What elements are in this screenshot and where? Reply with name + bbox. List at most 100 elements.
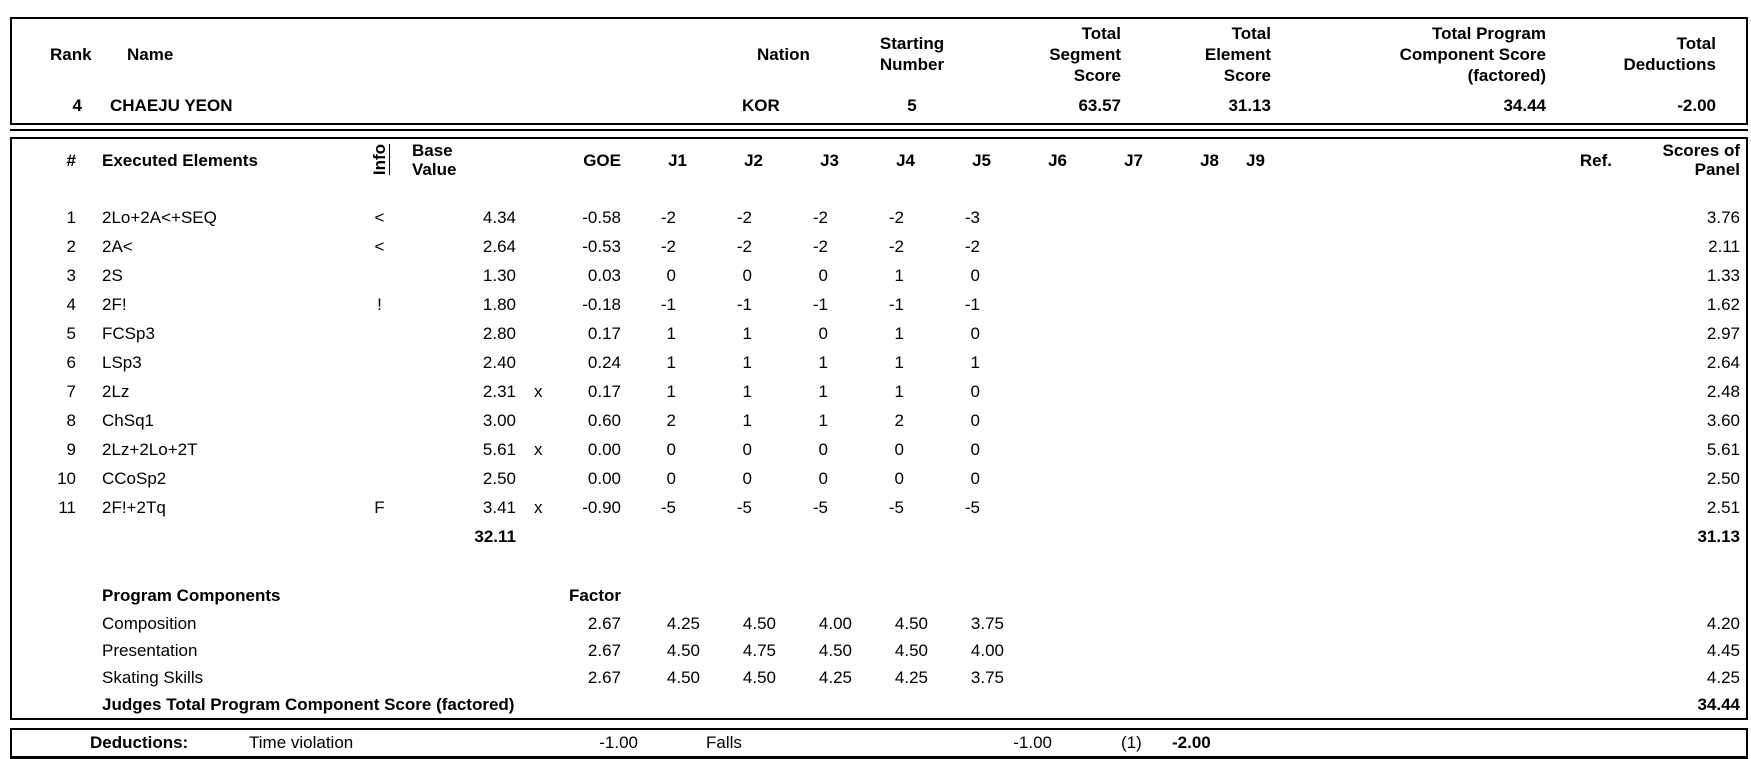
judge-score-j6 xyxy=(1004,348,1080,377)
col-header-info: Info xyxy=(362,139,397,181)
blank-cell xyxy=(362,610,397,637)
component-judge-score-j2: 4.50 xyxy=(742,667,776,687)
total-panel-score: 31.13 xyxy=(1697,526,1740,546)
element-goe: 0.17 xyxy=(587,323,621,343)
elements-rows: 1 2Lo+2A<+SEQ <4.34 -0.58 -2 -2 -2 -2 -3 3.76 2 2A<… xyxy=(12,203,1748,522)
component-judge-score-j6 xyxy=(1004,610,1080,637)
judge-score-j1: 0 xyxy=(666,265,676,285)
element-name: FCSp3 xyxy=(102,323,155,343)
judge-score-j9 xyxy=(1232,319,1308,348)
judge-score-j1: 0 xyxy=(666,439,676,459)
element-info-flag: F xyxy=(374,497,385,517)
col-header-goe: GOE xyxy=(583,150,621,170)
blank-cell xyxy=(397,610,522,637)
judge-score-j6 xyxy=(1004,319,1080,348)
component-judge-score-j2: 4.75 xyxy=(742,640,776,660)
judge-score-j7 xyxy=(1080,348,1156,377)
judge-score-j5: -3 xyxy=(964,207,980,227)
element-name: 2Lo+2A<+SEQ xyxy=(102,207,217,227)
judge-score-j1: 1 xyxy=(666,352,676,372)
col-header-j2: J2 xyxy=(744,150,763,170)
element-name: 2A< xyxy=(102,236,133,256)
judge-score-j4: 0 xyxy=(894,468,904,488)
judge-score-j4: 1 xyxy=(894,265,904,285)
element-info-flag xyxy=(362,406,397,435)
deduction-count: (1) xyxy=(1121,733,1142,752)
deduction-item-value: -1.00 xyxy=(599,733,638,752)
element-base-value: 4.34 xyxy=(482,207,516,227)
element-base-value: 2.31 xyxy=(482,381,516,401)
judge-score-j1: -1 xyxy=(660,294,676,314)
header-line: Segment xyxy=(1049,44,1121,64)
component-judge-score-j8 xyxy=(1156,664,1232,691)
judge-score-j1: 0 xyxy=(666,468,676,488)
component-judge-score-j4: 4.50 xyxy=(852,610,928,637)
skater-summary-box: Rank Name Nation Starting Number Total S… xyxy=(10,17,1748,125)
element-credit-marker xyxy=(522,406,557,435)
blank-cell xyxy=(12,581,82,610)
blank-cell xyxy=(397,664,522,691)
col-header-j6: J6 xyxy=(1048,150,1067,170)
element-number: 10 xyxy=(57,468,76,488)
header-line: Score xyxy=(1223,65,1271,85)
element-credit-marker xyxy=(522,348,557,377)
component-judge-score-j9 xyxy=(1232,637,1308,664)
component-panel-score: 4.20 xyxy=(1706,613,1740,633)
judge-score-j6 xyxy=(1004,203,1080,232)
judge-score-j5: -2 xyxy=(964,236,980,256)
judge-score-j1: -5 xyxy=(660,497,676,517)
judge-score-j9 xyxy=(1232,406,1308,435)
blank-cell xyxy=(397,637,522,664)
element-goe: -0.53 xyxy=(582,236,621,256)
elements-total-row: 32.11 31.13 xyxy=(12,522,1748,551)
judge-score-j2: -5 xyxy=(736,497,752,517)
element-panel-score: 2.51 xyxy=(1706,497,1740,517)
judge-score-j8 xyxy=(1156,319,1232,348)
judge-score-j6 xyxy=(1004,377,1080,406)
judge-score-j3: 1 xyxy=(818,352,828,372)
element-info-flag xyxy=(362,348,397,377)
spacer-row xyxy=(12,551,1748,581)
judge-score-j8 xyxy=(1156,377,1232,406)
component-judge-score-j2: 4.50 xyxy=(700,610,776,637)
judge-score-j3: -1 xyxy=(812,294,828,314)
element-base-value: 2.80 xyxy=(482,323,516,343)
col-header-name: Name xyxy=(127,44,174,64)
component-judge-score-j2: 4.75 xyxy=(700,637,776,664)
element-number: 4 xyxy=(66,294,76,314)
judge-score-j6 xyxy=(1004,232,1080,261)
element-panel-score: 2.11 xyxy=(1708,236,1740,256)
judge-score-j5: 0 xyxy=(970,265,980,285)
skater-result-row: 4 CHAEJU YEON KOR 5 63.57 31.13 34.44 -2… xyxy=(12,89,1746,123)
judge-score-j5: 0 xyxy=(970,439,980,459)
component-panel-score: 4.45 xyxy=(1706,640,1740,660)
element-number: 2 xyxy=(66,236,76,256)
component-judge-score-j8 xyxy=(1156,610,1232,637)
judge-score-j7 xyxy=(1080,319,1156,348)
header-line: Total xyxy=(1081,23,1121,43)
col-header-j3: J3 xyxy=(820,150,839,170)
deduction-item-name: Time violation xyxy=(249,733,354,752)
element-credit-marker xyxy=(522,232,557,261)
element-number: 6 xyxy=(66,352,76,372)
element-info-flag xyxy=(362,261,397,290)
total-program-component-score-value: 34.44 xyxy=(1503,96,1546,115)
header-line: Value xyxy=(412,160,457,179)
element-row: 7 2Lz 2.31 x 0.17 1 1 1 1 0 2.48 xyxy=(12,377,1748,406)
element-goe: 0.00 xyxy=(587,439,621,459)
component-judge-score-j5: 3.75 xyxy=(970,667,1004,687)
element-credit-marker: x xyxy=(534,497,543,517)
judge-score-j7 xyxy=(1080,290,1156,319)
judge-score-j8 xyxy=(1156,493,1232,522)
judge-score-j8 xyxy=(1156,435,1232,464)
judge-score-j9 xyxy=(1232,290,1308,319)
judge-score-j2: -2 xyxy=(736,207,752,227)
blank-cell xyxy=(12,664,82,691)
component-judge-score-j3: 4.50 xyxy=(818,640,852,660)
judge-score-j7 xyxy=(1080,203,1156,232)
col-header-j1: J1 xyxy=(668,150,687,170)
element-panel-score: 3.60 xyxy=(1706,410,1740,430)
component-judge-score-j5: 3.75 xyxy=(970,613,1004,633)
judge-score-j9 xyxy=(1232,464,1308,493)
judge-score-j2: 0 xyxy=(742,439,752,459)
